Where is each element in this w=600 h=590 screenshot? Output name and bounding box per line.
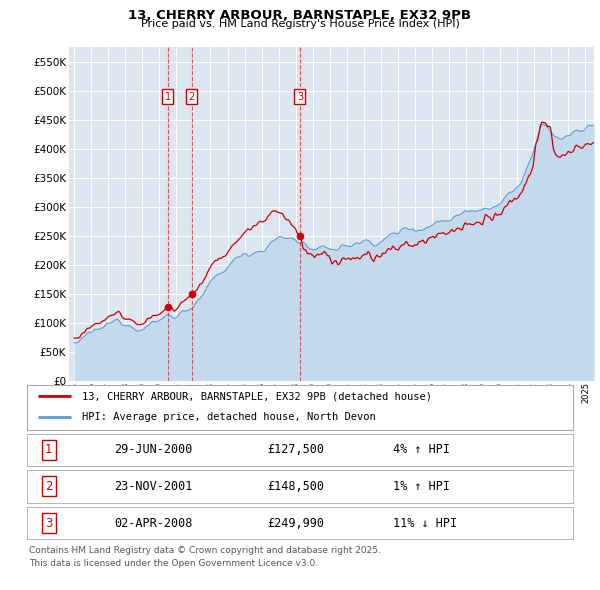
Text: HPI: Average price, detached house, North Devon: HPI: Average price, detached house, Nort…	[82, 412, 376, 422]
Text: £148,500: £148,500	[267, 480, 324, 493]
Bar	[189, 47, 194, 381]
Text: 1: 1	[45, 443, 53, 457]
Text: 1% ↑ HPI: 1% ↑ HPI	[393, 480, 450, 493]
Bar	[298, 47, 302, 381]
Text: 02-APR-2008: 02-APR-2008	[115, 516, 193, 530]
Text: 2: 2	[188, 92, 195, 101]
Text: This data is licensed under the Open Government Licence v3.0.: This data is licensed under the Open Gov…	[29, 559, 318, 568]
Text: £249,990: £249,990	[267, 516, 324, 530]
Text: 3: 3	[45, 516, 53, 530]
Text: Price paid vs. HM Land Registry's House Price Index (HPI): Price paid vs. HM Land Registry's House …	[140, 19, 460, 30]
Text: 11% ↓ HPI: 11% ↓ HPI	[393, 516, 457, 530]
Bar	[165, 47, 170, 381]
Text: 2: 2	[45, 480, 53, 493]
Text: 4% ↑ HPI: 4% ↑ HPI	[393, 443, 450, 457]
Text: 29-JUN-2000: 29-JUN-2000	[115, 443, 193, 457]
Text: 13, CHERRY ARBOUR, BARNSTAPLE, EX32 9PB: 13, CHERRY ARBOUR, BARNSTAPLE, EX32 9PB	[128, 9, 472, 22]
Text: £127,500: £127,500	[267, 443, 324, 457]
Text: 1: 1	[164, 92, 171, 101]
Text: 23-NOV-2001: 23-NOV-2001	[115, 480, 193, 493]
Text: 3: 3	[297, 92, 303, 101]
Text: 13, CHERRY ARBOUR, BARNSTAPLE, EX32 9PB (detached house): 13, CHERRY ARBOUR, BARNSTAPLE, EX32 9PB …	[82, 391, 431, 401]
Text: Contains HM Land Registry data © Crown copyright and database right 2025.: Contains HM Land Registry data © Crown c…	[29, 546, 380, 555]
